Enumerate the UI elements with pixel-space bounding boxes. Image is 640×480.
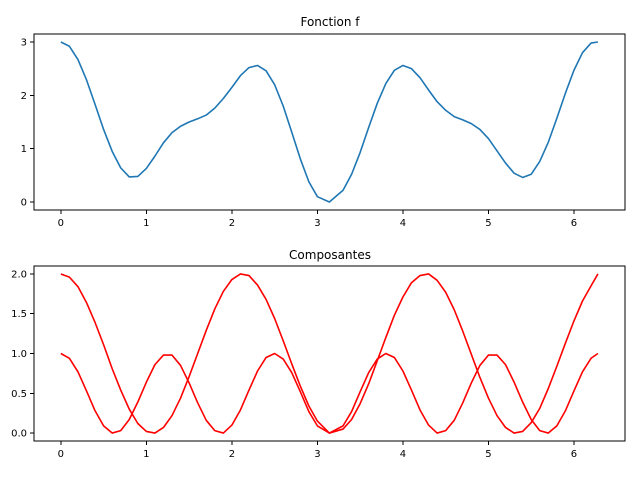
x-tick-label: 4 <box>400 449 406 460</box>
subplot-composantes: Composantes 0 1 2 3 4 5 6 0.0 0.5 1.0 1.5 2.0 <box>11 248 626 460</box>
series-layer <box>60 273 599 434</box>
axes-frame <box>33 33 626 211</box>
x-tick-label: 4 <box>400 218 406 229</box>
x-tick-label: 3 <box>314 449 320 460</box>
y-tick-label: 0.0 <box>11 429 27 440</box>
y-tick-label: 2.0 <box>11 269 27 280</box>
y-tick-label: 1.0 <box>11 349 27 360</box>
series-layer <box>60 41 599 203</box>
y-tick-label: 3 <box>21 38 27 49</box>
y-tick-label: 1 <box>21 144 27 155</box>
series-line-1 <box>60 352 599 434</box>
ticks-layer: 0 1 2 3 4 5 6 0 1 2 3 <box>21 38 578 230</box>
x-tick-label: 0 <box>58 449 64 460</box>
y-tick-label: 0.5 <box>11 389 27 400</box>
x-tick-label: 0 <box>58 218 64 229</box>
y-tick-label: 1.5 <box>11 309 27 320</box>
ticks-layer: 0 1 2 3 4 5 6 0.0 0.5 1.0 1.5 2.0 <box>11 269 577 460</box>
x-tick-label: 1 <box>143 449 149 460</box>
x-tick-label: 5 <box>485 449 491 460</box>
series-line-0 <box>60 273 599 434</box>
x-tick-label: 1 <box>143 218 149 229</box>
subplot-title: Composantes <box>289 248 371 262</box>
x-tick-label: 6 <box>571 449 577 460</box>
y-tick-label: 2 <box>21 91 27 102</box>
x-tick-label: 3 <box>314 218 320 229</box>
x-tick-label: 2 <box>229 449 235 460</box>
x-tick-label: 6 <box>571 218 577 229</box>
x-tick-label: 2 <box>229 218 235 229</box>
x-tick-label: 5 <box>485 218 491 229</box>
series-line-0 <box>60 41 599 203</box>
subplot-fonction-f: Fonction f 0 1 2 3 4 5 6 0 1 2 3 <box>21 15 626 230</box>
subplot-title: Fonction f <box>300 15 360 29</box>
y-tick-label: 0 <box>21 198 27 209</box>
